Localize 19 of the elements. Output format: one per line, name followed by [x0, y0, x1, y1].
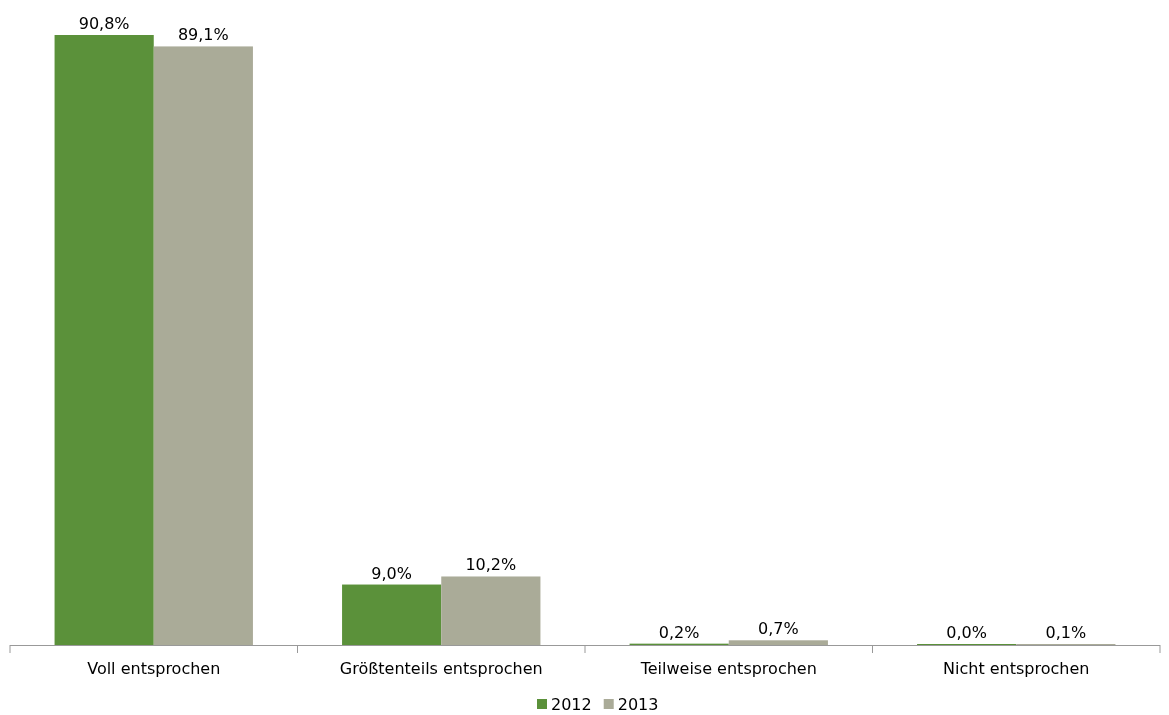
bar [441, 576, 541, 645]
data-label: 0,1% [1045, 623, 1087, 642]
legend-label: 2013 [617, 695, 659, 714]
data-label: 89,1% [177, 25, 229, 45]
legend-label: 2012 [551, 695, 592, 714]
data-label: 0,7% [758, 619, 799, 639]
data-label: 10,2% [465, 555, 517, 575]
bar [728, 640, 828, 645]
data-label: 90,8% [78, 14, 130, 33]
data-label: 9,0% [371, 563, 412, 583]
x-tick-label: Größtenteils entsprochen [339, 659, 543, 678]
x-tick-label: Teilweise entsprochen [639, 659, 817, 678]
data-label: 0,2% [658, 622, 700, 642]
bar [54, 35, 154, 645]
bar [342, 584, 442, 645]
x-tick-label: Nicht entsprochen [943, 659, 1090, 678]
data-label: 0,0% [946, 623, 987, 642]
bar [153, 46, 253, 645]
x-tick-label: Voll entsprochen [87, 659, 221, 678]
